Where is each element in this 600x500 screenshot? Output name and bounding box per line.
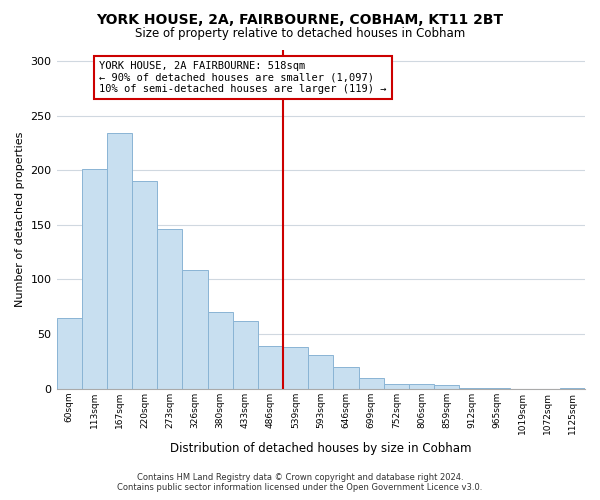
Text: Contains HM Land Registry data © Crown copyright and database right 2024.
Contai: Contains HM Land Registry data © Crown c… (118, 473, 482, 492)
Bar (560, 388, 585, 389)
Bar (233, 321, 258, 389)
X-axis label: Distribution of detached houses by size in Cobham: Distribution of detached houses by size … (170, 442, 472, 455)
Bar (334, 367, 359, 389)
Bar (208, 312, 233, 389)
Text: YORK HOUSE, 2A, FAIRBOURNE, COBHAM, KT11 2BT: YORK HOUSE, 2A, FAIRBOURNE, COBHAM, KT11… (97, 12, 503, 26)
Bar (459, 388, 484, 389)
Bar (157, 229, 182, 389)
Bar (409, 384, 434, 389)
Bar (308, 355, 334, 389)
Bar (283, 347, 308, 389)
Bar (484, 388, 509, 389)
Text: Size of property relative to detached houses in Cobham: Size of property relative to detached ho… (135, 28, 465, 40)
Bar (258, 346, 283, 389)
Text: YORK HOUSE, 2A FAIRBOURNE: 518sqm
← 90% of detached houses are smaller (1,097)
1: YORK HOUSE, 2A FAIRBOURNE: 518sqm ← 90% … (100, 61, 387, 94)
Bar (383, 384, 409, 389)
Bar (434, 386, 459, 389)
Bar (359, 378, 383, 389)
Bar (56, 318, 82, 389)
Bar (132, 181, 157, 389)
Y-axis label: Number of detached properties: Number of detached properties (15, 132, 25, 307)
Bar (107, 133, 132, 389)
Bar (82, 169, 107, 389)
Bar (182, 270, 208, 389)
